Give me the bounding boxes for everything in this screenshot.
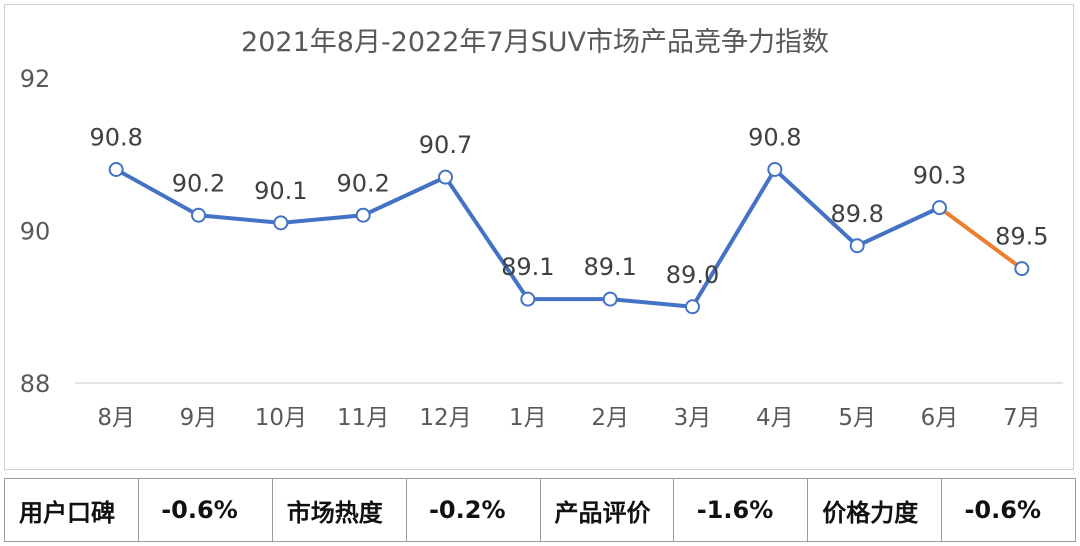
data-point-marker: [355, 207, 371, 223]
drop-lines: [115, 176, 1023, 383]
x-tick-label: 10月: [255, 405, 307, 431]
data-point-marker: [1014, 261, 1030, 277]
y-tick-label: 88: [20, 370, 51, 398]
data-labels: 90.8 90.2 90.1 90.2 90.7 89.1 89.1 89.0 90.8 89.8…: [89, 124, 1048, 289]
metric-label: 市场热度: [271, 478, 407, 542]
data-label: 89.1: [583, 253, 636, 281]
series-segment: [196, 213, 283, 225]
x-tick-label: 1月: [509, 405, 547, 431]
data-label: 90.8: [748, 124, 801, 152]
data-label: 90.2: [172, 169, 225, 197]
data-label: 90.8: [89, 124, 142, 152]
metric-value: -0.6%: [941, 478, 1076, 542]
y-axis: 88 90 92: [20, 65, 51, 398]
data-point-marker: [767, 162, 783, 177]
series-segment: [608, 297, 695, 309]
x-tick-label: 7月: [1003, 405, 1041, 431]
data-point-marker: [438, 169, 453, 185]
data-point-marker: [191, 207, 206, 223]
y-tick-label: 90: [20, 218, 51, 246]
series-segment: [443, 175, 530, 302]
x-tick-label: 4月: [756, 405, 794, 431]
series-segment: [361, 175, 448, 218]
data-label: 89.1: [501, 253, 554, 281]
series-segment: [772, 167, 860, 248]
data-point-marker: [602, 291, 618, 307]
x-tick-label: 11月: [337, 405, 389, 431]
x-tick-label: 8月: [97, 405, 135, 431]
data-point-marker: [932, 200, 947, 216]
series-segment: [690, 167, 777, 309]
data-label: 89.5: [995, 223, 1048, 251]
metric-label: 价格力度: [807, 478, 943, 542]
data-label: 90.2: [336, 169, 389, 197]
metric-value: -0.2%: [405, 478, 541, 542]
chart-frame: 2021年8月-2022年7月SUV市场产品竞争力指数 88 90 92 90.8 9…: [4, 4, 1074, 470]
series-segment-highlight: [937, 205, 1024, 271]
data-label: 89.8: [830, 200, 883, 228]
data-point-marker: [849, 238, 865, 254]
x-tick-label: 12月: [419, 405, 471, 431]
x-tick-label: 6月: [921, 405, 959, 431]
data-label: 90.1: [254, 177, 307, 205]
metric-value: -0.6%: [137, 478, 273, 542]
x-tick-label: 2月: [591, 405, 629, 431]
data-label: 90.3: [913, 162, 966, 190]
x-tick-label: 3月: [674, 405, 712, 431]
x-tick-label: 9月: [180, 405, 218, 431]
metric-value: -1.6%: [673, 478, 809, 542]
y-tick-label: 92: [20, 65, 51, 93]
data-label: 90.7: [419, 131, 472, 159]
x-axis-ticks: 8月 9月 10月 11月 12月 1月 2月 3月 4月 5月 6月 7月: [97, 405, 1040, 431]
data-point-marker: [273, 215, 289, 231]
data-label: 89.0: [666, 261, 719, 289]
metrics-table: 用户口碑 -0.6% 市场热度 -0.2% 产品评价 -1.6% 价格力度 -0…: [4, 478, 1076, 542]
metrics-row: 用户口碑 -0.6% 市场热度 -0.2% 产品评价 -1.6% 价格力度 -0…: [4, 478, 1076, 542]
data-point-marker: [520, 291, 536, 307]
series-segment: [114, 167, 201, 218]
data-point-marker: [685, 299, 700, 315]
chart-title: 2021年8月-2022年7月SUV市场产品竞争力指数: [241, 27, 829, 58]
metric-label: 产品评价: [539, 478, 675, 542]
markers: [108, 162, 1030, 315]
series-segment: [855, 205, 942, 248]
data-point-marker: [108, 162, 124, 177]
x-tick-label: 5月: [838, 405, 876, 431]
series-segment: [278, 213, 366, 225]
metric-label: 用户口碑: [4, 478, 139, 542]
series-lines: [114, 167, 1024, 309]
